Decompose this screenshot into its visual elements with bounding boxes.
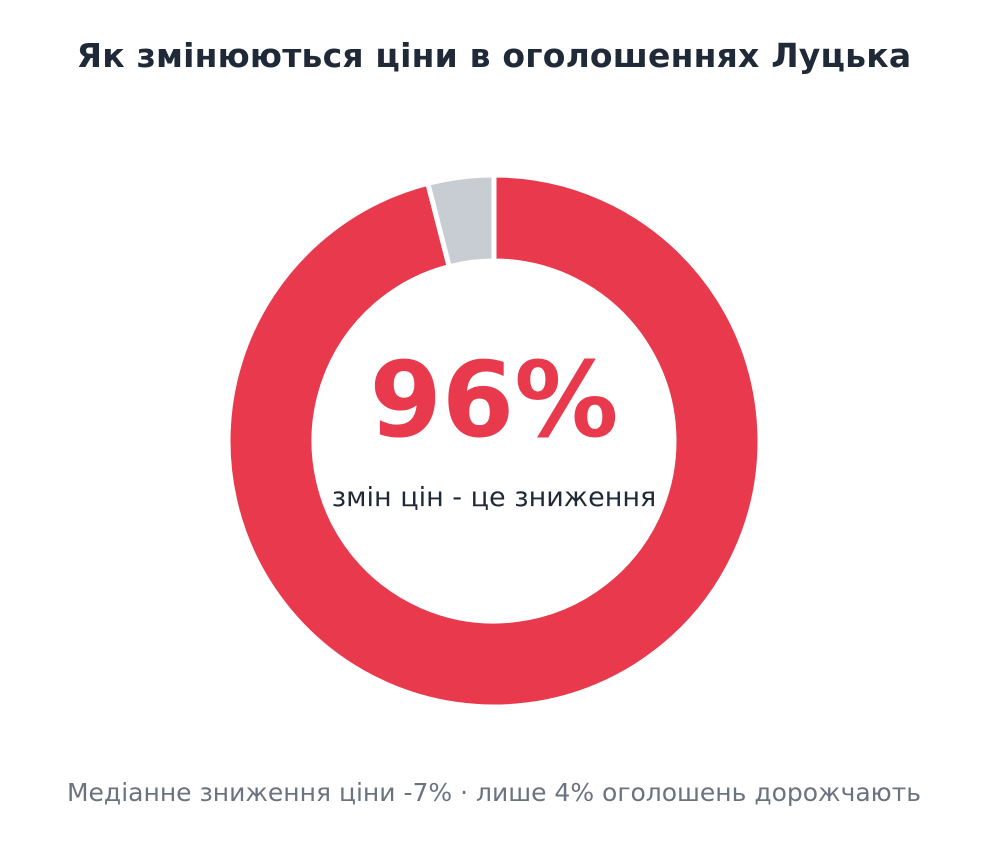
chart-footnote: Медіанне зниження ціни -7% · лише 4% ого… xyxy=(66,778,922,807)
center-value: 96% xyxy=(369,339,619,461)
donut-slice-1 xyxy=(225,172,763,710)
donut-slice-2 xyxy=(424,172,497,270)
center-label: змін цін - це зниження xyxy=(331,482,657,513)
chart-title: Як змінюються ціни в оголошеннях Луцька xyxy=(76,36,912,75)
